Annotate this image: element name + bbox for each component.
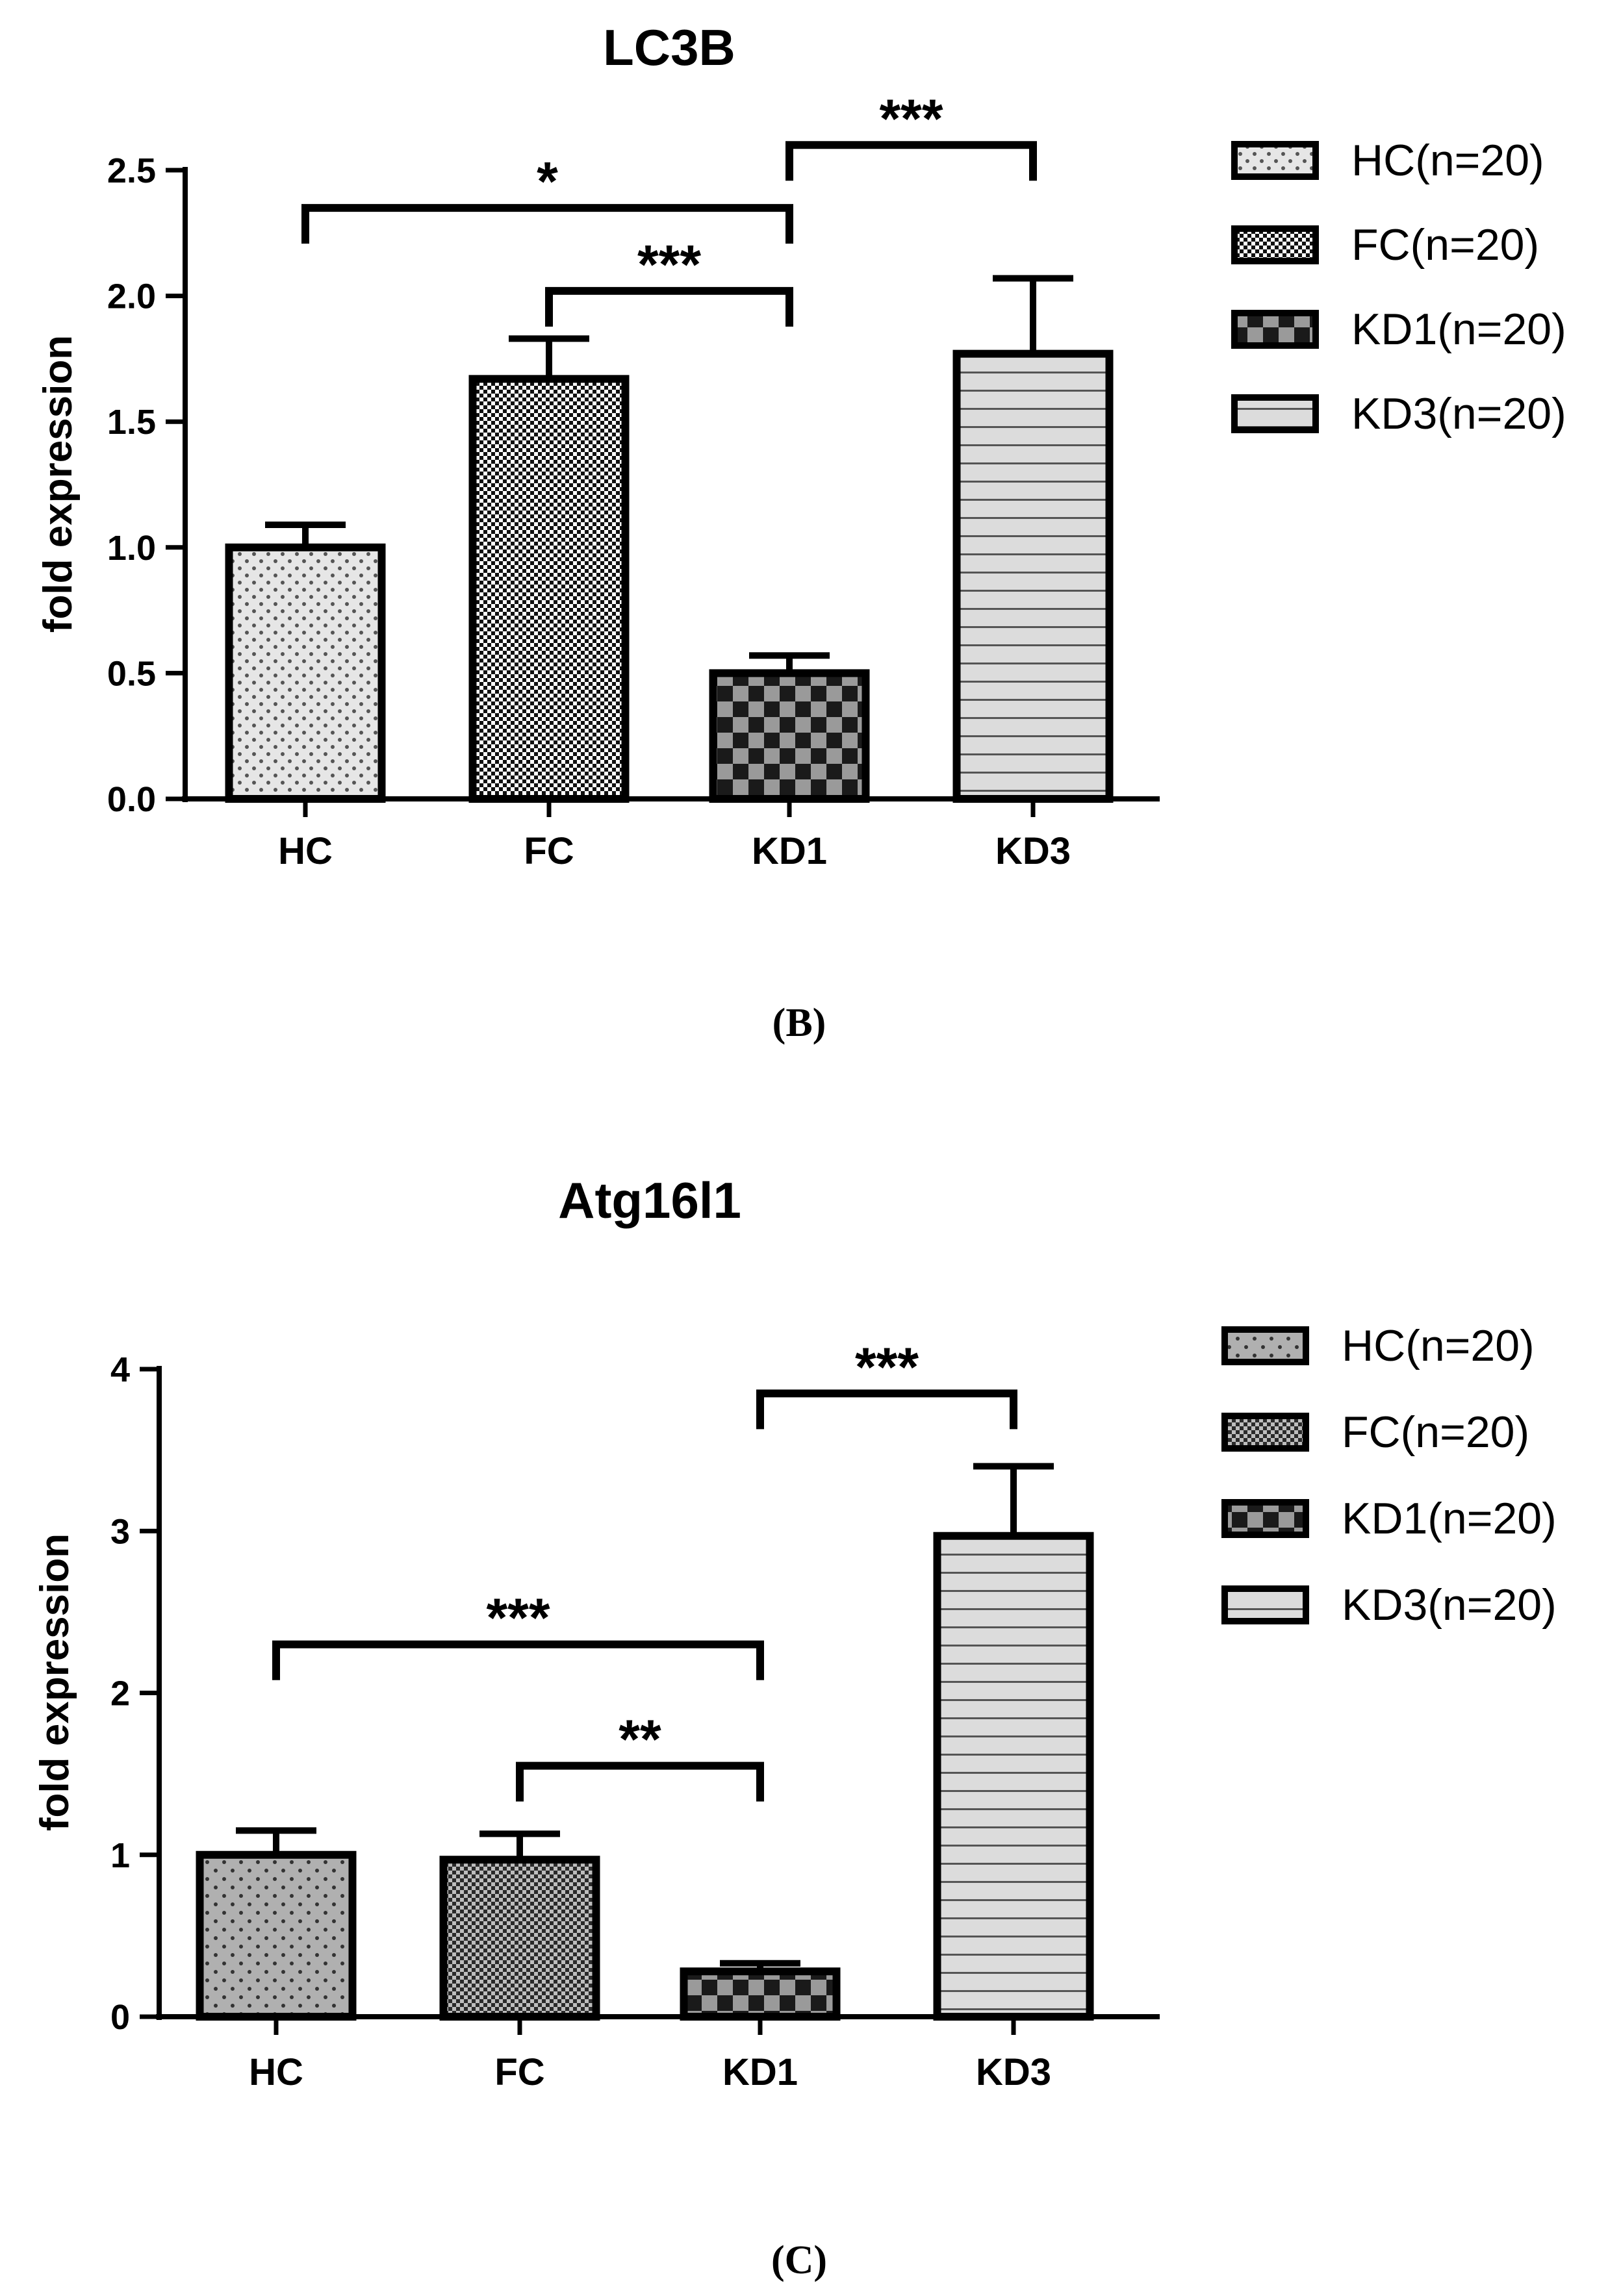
significance-label: *** <box>855 1336 919 1397</box>
significance-label: *** <box>486 1587 550 1648</box>
legend-swatch <box>1221 1413 1309 1452</box>
bar-kd1 <box>709 669 870 803</box>
x-tick-label-hc: HC <box>278 830 333 872</box>
y-tick-label: 1 <box>110 1836 130 1875</box>
significance-label: ** <box>619 1709 661 1770</box>
bars <box>225 349 1114 803</box>
legend-label: KD3(n=20) <box>1342 1580 1557 1630</box>
panel-label: (C) <box>771 2238 827 2282</box>
legend-label: KD1(n=20) <box>1342 1494 1557 1543</box>
chart-title: Atg16l1 <box>558 1172 741 1229</box>
y-tick-label: 0.0 <box>107 780 156 819</box>
chart-lc3b: LC3B fold expression ******* 0.00.51.01.… <box>36 19 1566 1045</box>
error-bars <box>265 275 1073 674</box>
bar-kd1 <box>680 1967 841 2021</box>
significance-label: * <box>537 151 558 212</box>
x-tick-labels: HC FC KD1 KD3 <box>249 2017 1051 2093</box>
legend: HC(n=20) FC(n=20) KD1(n=20) KD3(n=20) <box>1231 136 1566 438</box>
panel-label: (B) <box>772 1001 826 1045</box>
y-tick-label: 2.5 <box>107 151 156 190</box>
bar-fc <box>439 1856 600 2021</box>
y-tick-label: 1.0 <box>107 529 156 568</box>
y-axis-label: fold expression <box>32 1533 77 1831</box>
significance-label: *** <box>879 88 943 149</box>
y-tick-label: 0.5 <box>107 654 156 693</box>
x-tick-label-kd1: KD1 <box>722 2051 798 2093</box>
legend-label: FC(n=20) <box>1351 220 1539 270</box>
y-tick-label: 3 <box>110 1512 130 1551</box>
legend: HC(n=20) FC(n=20) KD1(n=20) KD3(n=20) <box>1221 1321 1557 1630</box>
chart-title: LC3B <box>603 19 735 76</box>
legend-swatch <box>1221 1326 1309 1365</box>
significance-bracket <box>301 204 793 244</box>
x-tick-label-hc: HC <box>249 2051 303 2093</box>
significance-label: *** <box>637 234 701 295</box>
significance-brackets: ******* <box>301 88 1037 327</box>
y-tick-label: 2.0 <box>107 277 156 316</box>
legend-swatch <box>1231 310 1319 349</box>
legend-label: FC(n=20) <box>1342 1407 1529 1457</box>
legend-label: HC(n=20) <box>1351 136 1544 185</box>
y-axis-label: fold expression <box>36 335 81 633</box>
legend-swatch <box>1231 225 1319 264</box>
y-tick-label: 1.5 <box>107 403 156 442</box>
legend-swatch <box>1221 1585 1309 1624</box>
axes <box>182 167 1160 802</box>
y-tick-label: 4 <box>110 1350 130 1389</box>
x-tick-labels: HC FC KD1 KD3 <box>278 799 1071 872</box>
legend-label: HC(n=20) <box>1342 1321 1535 1370</box>
y-tick-label: 0 <box>110 1998 130 2037</box>
bar-hc <box>225 543 386 803</box>
significance-brackets: ******** <box>272 1336 1017 1802</box>
legend-swatch <box>1231 141 1319 180</box>
bar-fc <box>468 375 630 803</box>
x-tick-label-kd3: KD3 <box>976 2051 1051 2093</box>
y-tick-label: 2 <box>110 1674 130 1713</box>
legend-swatch <box>1231 394 1319 433</box>
x-tick-label-kd3: KD3 <box>995 830 1071 872</box>
x-tick-label-fc: FC <box>524 830 574 872</box>
significance-bracket <box>516 1761 764 1802</box>
bar-kd3 <box>952 349 1114 803</box>
bar-hc <box>196 1850 357 2021</box>
legend-label: KD3(n=20) <box>1351 389 1566 438</box>
bars <box>196 1532 1094 2021</box>
significance-bracket <box>785 141 1037 181</box>
x-tick-label-kd1: KD1 <box>752 830 827 872</box>
bar-kd3 <box>933 1532 1094 2021</box>
significance-bracket <box>545 286 793 327</box>
significance-bracket <box>756 1389 1017 1430</box>
y-ticks: 0.0 0.5 1.0 1.5 2.0 2.5 <box>107 151 185 819</box>
legend-label: KD1(n=20) <box>1351 305 1566 354</box>
legend-swatch <box>1221 1499 1309 1538</box>
x-tick-label-fc: FC <box>494 2051 544 2093</box>
significance-bracket <box>272 1640 764 1680</box>
y-ticks: 0 1 2 3 4 <box>110 1350 159 2037</box>
error-bars <box>236 1463 1054 1972</box>
